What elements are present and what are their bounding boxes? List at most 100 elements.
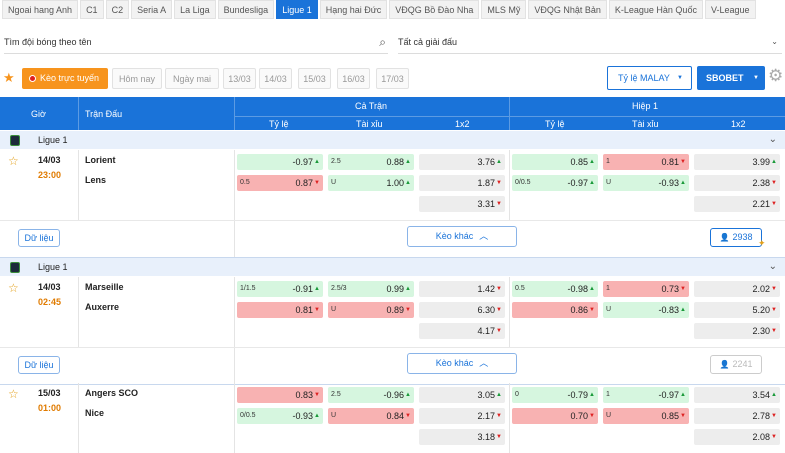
favorite-star-icon[interactable]: ☆ bbox=[8, 154, 19, 168]
ft-x12-cell[interactable]: 3.18 ▼ bbox=[419, 429, 505, 445]
home-team[interactable]: Angers SCO bbox=[85, 388, 139, 398]
h1-ou-cell[interactable]: 1 0.81 ▼ bbox=[603, 154, 689, 170]
tab-vđqg-nhật-bản[interactable]: VĐQG Nhật Bản bbox=[528, 0, 607, 19]
h1-x12-cell[interactable]: 2.21 ▼ bbox=[694, 196, 780, 212]
h1-ou-cell[interactable]: U -0.93 ▲ bbox=[603, 175, 689, 191]
ft-hdp-cell[interactable]: 1/1.5 -0.91 ▲ bbox=[237, 281, 323, 297]
h1-hdp-cell[interactable]: 0.86 ▼ bbox=[512, 302, 598, 318]
h1-ou-cell[interactable]: U 0.85 ▼ bbox=[603, 408, 689, 424]
tab-ligue-1[interactable]: Ligue 1 bbox=[276, 0, 318, 19]
odds-value: 2.02 bbox=[752, 284, 770, 294]
more-odds-button[interactable]: Kèo khác ︿ bbox=[407, 226, 517, 247]
bookmaker-select[interactable]: SBOBET ▼ bbox=[697, 66, 765, 90]
h1-ou-cell[interactable]: 1 0.73 ▼ bbox=[603, 281, 689, 297]
viewers-button[interactable]: 👤 2241 bbox=[710, 355, 762, 374]
tab-mls-mỹ[interactable]: MLS Mỹ bbox=[481, 0, 527, 19]
ft-ou-cell[interactable]: U 0.89 ▼ bbox=[328, 302, 414, 318]
h1-x12-cell[interactable]: 2.38 ▼ bbox=[694, 175, 780, 191]
h1-x12-cell[interactable]: 2.08 ▼ bbox=[694, 429, 780, 445]
ft-ou-cell[interactable]: U 0.84 ▼ bbox=[328, 408, 414, 424]
favorite-star-icon[interactable]: ☆ bbox=[8, 387, 19, 401]
settings-gear-icon[interactable]: ⚙ bbox=[768, 66, 784, 85]
home-team[interactable]: Marseille bbox=[85, 282, 124, 292]
odds-type-select[interactable]: Tỷ lệ MALAY ▼ bbox=[607, 66, 692, 90]
ft-x12-cell[interactable]: 6.30 ▼ bbox=[419, 302, 505, 318]
match-time: 02:45 bbox=[38, 297, 62, 307]
ft-x12-cell[interactable]: 1.42 ▼ bbox=[419, 281, 505, 297]
ft-hdp-cell[interactable]: 0.81 ▼ bbox=[237, 302, 323, 318]
ft-x12-cell[interactable]: 4.17 ▼ bbox=[419, 323, 505, 339]
ft-ou-cell[interactable]: U 1.00 ▲ bbox=[328, 175, 414, 191]
arrow-up-icon: ▲ bbox=[771, 392, 777, 398]
h1-x12-cell[interactable]: 2.02 ▼ bbox=[694, 281, 780, 297]
tab-c2[interactable]: C2 bbox=[105, 0, 130, 19]
odds-value: -0.96 bbox=[383, 390, 404, 400]
viewers-button[interactable]: 👤 2938 bbox=[710, 228, 762, 247]
league-header[interactable]: Ligue 1 ⌄ bbox=[0, 258, 785, 276]
h1-hdp-cell[interactable]: 0 -0.79 ▲ bbox=[512, 387, 598, 403]
ft-hdp-cell[interactable]: 0.83 ▼ bbox=[237, 387, 323, 403]
day-ngày-mai[interactable]: Ngày mai bbox=[165, 68, 219, 89]
ft-x12-cell[interactable]: 1.87 ▼ bbox=[419, 175, 505, 191]
data-button[interactable]: Dữ liệu bbox=[18, 229, 60, 247]
league-select[interactable]: Tất cả giải đấu ⌄ bbox=[398, 30, 782, 54]
ft-hdp-cell[interactable]: -0.97 ▲ bbox=[237, 154, 323, 170]
away-team[interactable]: Auxerre bbox=[85, 302, 120, 312]
live-dot-icon bbox=[29, 75, 36, 82]
h1-hdp-cell[interactable]: 0.5 -0.98 ▲ bbox=[512, 281, 598, 297]
day-13-03[interactable]: 13/03 bbox=[223, 68, 256, 89]
h1-x12-cell[interactable]: 3.99 ▲ bbox=[694, 154, 780, 170]
h1-hdp-cell[interactable]: 0.70 ▼ bbox=[512, 408, 598, 424]
tab-vđqg-bồ-đào-nha[interactable]: VĐQG Bồ Đào Nha bbox=[389, 0, 480, 19]
tab-ngoai-hang-anh[interactable]: Ngoai hang Anh bbox=[2, 0, 79, 19]
tab-hạng-hai-đức[interactable]: Hạng hai Đức bbox=[319, 0, 388, 19]
handicap-line: 2.5 bbox=[331, 158, 341, 165]
h1-hdp-cell[interactable]: 0.85 ▲ bbox=[512, 154, 598, 170]
day-15-03[interactable]: 15/03 bbox=[298, 68, 331, 89]
tab-la-liga[interactable]: La Liga bbox=[174, 0, 216, 19]
ft-hdp-cell[interactable]: 0.5 0.87 ▼ bbox=[237, 175, 323, 191]
chevron-down-icon[interactable]: ⌄ bbox=[768, 134, 777, 145]
day-17-03[interactable]: 17/03 bbox=[376, 68, 409, 89]
tab-seria-a[interactable]: Seria A bbox=[131, 0, 173, 19]
league-header[interactable]: Ligue 1 ⌄ bbox=[0, 131, 785, 149]
ft-x12-cell[interactable]: 3.05 ▲ bbox=[419, 387, 505, 403]
h1-hdp-cell[interactable]: 0/0.5 -0.97 ▲ bbox=[512, 175, 598, 191]
home-team[interactable]: Lorient bbox=[85, 155, 116, 165]
ft-x12-cell[interactable]: 2.17 ▼ bbox=[419, 408, 505, 424]
tab-bundesliga[interactable]: Bundesliga bbox=[217, 0, 275, 19]
h1-x12-cell[interactable]: 5.20 ▼ bbox=[694, 302, 780, 318]
day-16-03[interactable]: 16/03 bbox=[337, 68, 370, 89]
tab-k-league-hàn-quốc[interactable]: K-League Hàn Quốc bbox=[608, 0, 703, 19]
h1-x12-cell[interactable]: 3.54 ▲ bbox=[694, 387, 780, 403]
ft-hdp-cell[interactable]: 0/0.5 -0.93 ▲ bbox=[237, 408, 323, 424]
favorite-star-icon[interactable]: ★ bbox=[3, 70, 15, 85]
h1-ou-cell[interactable]: 1 -0.97 ▲ bbox=[603, 387, 689, 403]
ft-x12-cell[interactable]: 3.31 ▼ bbox=[419, 196, 505, 212]
odds-value: 0.81 bbox=[661, 157, 679, 167]
data-button[interactable]: Dữ liệu bbox=[18, 356, 60, 374]
odds-value: 2.08 bbox=[752, 432, 770, 442]
h1-ou-cell[interactable]: U -0.83 ▲ bbox=[603, 302, 689, 318]
day-14-03[interactable]: 14/03 bbox=[259, 68, 292, 89]
arrow-down-icon: ▼ bbox=[680, 413, 686, 419]
h1-x12-cell[interactable]: 2.30 ▼ bbox=[694, 323, 780, 339]
arrow-down-icon: ▼ bbox=[314, 307, 320, 313]
ft-ou-cell[interactable]: 2.5 0.88 ▲ bbox=[328, 154, 414, 170]
search-icon[interactable]: ⌕ bbox=[379, 35, 386, 49]
day-hôm-nay[interactable]: Hôm nay bbox=[112, 68, 162, 89]
tab-v-league[interactable]: V-League bbox=[704, 0, 756, 19]
team-search-input[interactable]: Tìm đội bóng theo tên ⌕ bbox=[4, 30, 388, 54]
chevron-down-icon[interactable]: ⌄ bbox=[768, 261, 777, 272]
live-odds-button[interactable]: Kèo trực tuyến bbox=[22, 68, 108, 89]
more-odds-button[interactable]: Kèo khác ︿ bbox=[407, 353, 517, 374]
away-team[interactable]: Lens bbox=[85, 175, 107, 185]
ft-x12-cell[interactable]: 3.76 ▲ bbox=[419, 154, 505, 170]
ft-ou-cell[interactable]: 2.5 -0.96 ▲ bbox=[328, 387, 414, 403]
h1-x12-cell[interactable]: 2.78 ▼ bbox=[694, 408, 780, 424]
favorite-star-icon[interactable]: ☆ bbox=[8, 281, 19, 295]
ft-ou-cell[interactable]: 2.5/3 0.99 ▲ bbox=[328, 281, 414, 297]
tab-c1[interactable]: C1 bbox=[80, 0, 104, 19]
arrow-down-icon: ▼ bbox=[314, 180, 320, 186]
away-team[interactable]: Nice bbox=[85, 408, 105, 418]
